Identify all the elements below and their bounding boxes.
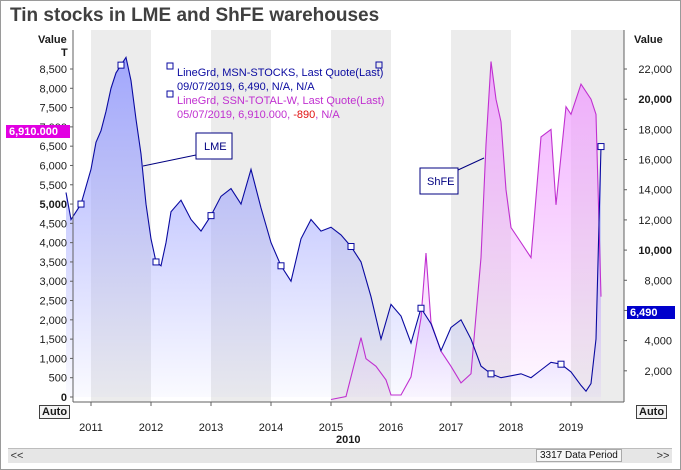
left-tick-label: 2,500 — [39, 296, 67, 308]
data-period-label: 3317 Data Period — [536, 449, 622, 462]
x-axis-period-year: 2010 — [336, 434, 361, 446]
series-0-point-marker — [77, 200, 85, 208]
left-tick-label: 4,000 — [39, 238, 67, 250]
right-tick-label: 14,000 — [638, 185, 672, 197]
left-tick-label: 7,500 — [39, 103, 67, 115]
series-0-area — [66, 57, 601, 398]
left-tick-label: 0 — [61, 392, 67, 404]
left-tick-label: 500 — [49, 373, 67, 385]
x-tick-label: 2018 — [499, 422, 523, 434]
shfe-callout-box — [419, 167, 459, 195]
series-0-point-marker — [152, 258, 160, 266]
right-tick-label: 8,000 — [644, 275, 672, 287]
chart-title: Tin stocks in LME and ShFE warehouses — [10, 5, 380, 26]
x-tick-label: 2015 — [319, 422, 343, 434]
series-areas — [66, 57, 601, 401]
left-tick-label: 1,500 — [39, 334, 67, 346]
right-tick-label: 22,000 — [638, 64, 672, 76]
scroll-left-icon[interactable]: << — [10, 450, 24, 462]
x-tick-label: 2014 — [259, 422, 283, 434]
legend-shfe-marker — [166, 90, 174, 98]
x-tick-label: 2013 — [199, 422, 223, 434]
right-axis-header: Value — [634, 34, 663, 46]
x-tick-label: 2019 — [559, 422, 583, 434]
left-tick-label: 3,000 — [39, 276, 67, 288]
right-tick-label: 20,000 — [638, 94, 672, 106]
left-tick-label: 8,500 — [39, 64, 67, 76]
scroll-right-icon[interactable]: >> — [656, 450, 670, 462]
series-0-point-marker — [597, 143, 605, 151]
series-0-point-marker — [117, 61, 125, 69]
left-value-badge-bg — [6, 125, 70, 138]
right-tick-label: 2,000 — [644, 366, 672, 378]
legend-shfe-line1: LineGrd, SSN-TOTAL-W, Last Quote(Last) — [177, 95, 384, 107]
series-0-point-marker — [277, 262, 285, 270]
left-tick-label: 4,500 — [39, 218, 67, 230]
legend-lme-end-marker — [375, 61, 383, 69]
series-1-area — [331, 61, 601, 401]
left-tick-label: 2,000 — [39, 315, 67, 327]
series-0-point-marker — [417, 304, 425, 312]
series-0-point-marker — [557, 360, 565, 368]
lme-callout-box — [195, 132, 233, 160]
x-tick-label: 2016 — [379, 422, 403, 434]
right-tick-label: 18,000 — [638, 124, 672, 136]
time-scrollbar[interactable]: << >> — [8, 448, 672, 463]
x-tick-label: 2017 — [439, 422, 463, 434]
left-axis-auto-button[interactable]: Auto — [39, 405, 71, 419]
series-0-line — [65, 55, 602, 393]
right-tick-label: 4,000 — [644, 336, 672, 348]
series-markers — [77, 61, 605, 378]
left-tick-label: 5,500 — [39, 180, 67, 192]
series-0-point-marker — [487, 370, 495, 378]
left-axis-unit: T — [61, 47, 68, 59]
axes: 0 500 1,000 1,500 2,000 2,500 3,000 3,500 4,000 4… — [39, 30, 672, 434]
lme-callout-leader — [142, 154, 197, 167]
legend-lme-line2: 09/07/2019, 6,490, N/A, N/A — [177, 81, 315, 93]
series-1-line — [330, 61, 602, 401]
lme-callout-label: LME — [204, 141, 227, 153]
left-axis-header: Value — [38, 34, 67, 46]
series-0-point-marker — [207, 212, 215, 220]
left-tick-label: 6,500 — [39, 141, 67, 153]
series-0-point-marker — [347, 243, 355, 251]
right-tick-label: 10,000 — [638, 245, 672, 257]
right-axis-auto-button[interactable]: Auto — [636, 405, 668, 419]
right-value-badge: 6,490 — [630, 307, 658, 319]
legend-lme-marker — [166, 62, 174, 70]
shfe-callout-label: ShFE — [427, 176, 455, 188]
right-tick-label: 16,000 — [638, 155, 672, 167]
x-tick-label: 2012 — [139, 422, 163, 434]
left-tick-label: 1,000 — [39, 353, 67, 365]
legend-shfe-line2: 05/07/2019, 6,910.000, -890, N/A — [177, 109, 340, 121]
right-value-badge-bg — [627, 306, 675, 319]
left-tick-label: 6,000 — [39, 160, 67, 172]
left-value-badge: 6,910.000 — [9, 126, 58, 138]
left-tick-label: 8,000 — [39, 83, 67, 95]
right-tick-label: 12,000 — [638, 215, 672, 227]
left-tick-label: 5,000 — [39, 199, 67, 211]
series-lines — [65, 55, 602, 401]
legend-lme-line1: LineGrd, MSN-STOCKS, Last Quote(Last) — [177, 67, 383, 79]
left-tick-label: 3,500 — [39, 257, 67, 269]
shfe-callout-leader — [457, 157, 485, 171]
x-tick-label: 2011 — [79, 422, 103, 434]
